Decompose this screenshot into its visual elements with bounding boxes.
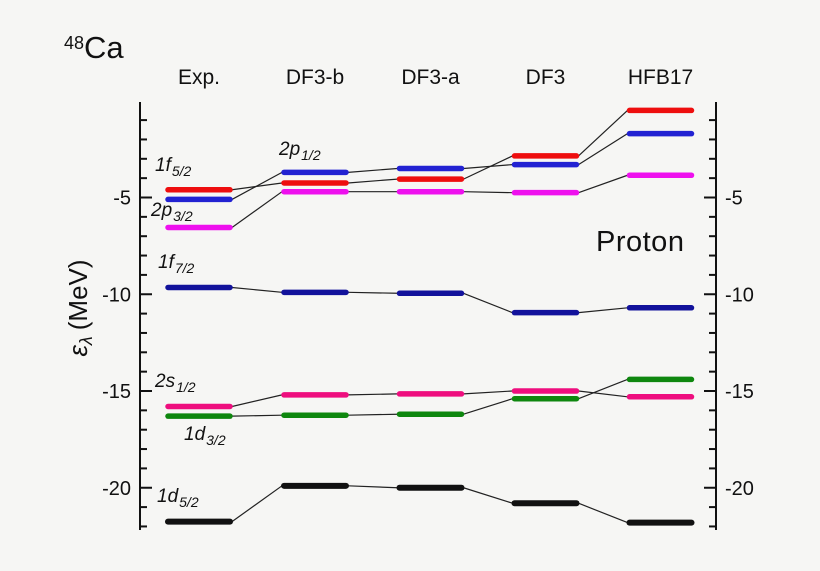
level-connector-1d5/2 <box>231 485 283 523</box>
region-label: Proton <box>596 226 685 258</box>
orbital-label-1f7/2: 1f7/2 <box>158 252 195 276</box>
column-header-exp: Exp. <box>177 66 221 89</box>
level-connector-2p3/2 <box>578 174 628 194</box>
left-axis-tick-label: -5 <box>113 188 131 210</box>
level-connector-2p3/2 <box>463 191 513 194</box>
level-connector-1f5/2 <box>463 155 513 180</box>
orbital-label-subscript: 1/2 <box>176 379 196 395</box>
orbital-label-1d5/2: 1d5/2 <box>157 486 199 510</box>
orbital-label-1d3/2: 1d3/2 <box>184 424 226 448</box>
level-connector-1f5/2 <box>347 178 398 184</box>
column-header-df3-a: DF3-a <box>401 66 460 89</box>
left-axis-tick-label: -20 <box>102 478 131 500</box>
level-connector-1f7/2 <box>347 291 398 294</box>
left-axis-tick-label: -15 <box>102 381 131 403</box>
level-connector-2p1/2 <box>578 133 628 166</box>
orbital-label-main: 1d <box>184 424 206 445</box>
column-header-df3: DF3 <box>525 66 566 89</box>
level-connector-2s1/2 <box>578 390 628 398</box>
column-header-hfb17: HFB17 <box>627 66 694 89</box>
orbital-label-2s1/2: 2s1/2 <box>155 371 196 395</box>
orbital-label-main: 2s <box>155 371 176 392</box>
level-connector-1d3/2 <box>347 413 398 416</box>
left-axis-tick-label: -10 <box>102 284 131 306</box>
level-connector-1f7/2 <box>463 292 513 314</box>
orbital-label-main: 1f <box>155 155 171 176</box>
level-connector-2s1/2 <box>231 394 283 408</box>
level-connector-1f7/2 <box>578 307 628 314</box>
mass-number: 48 <box>64 33 85 53</box>
level-connector-1d5/2 <box>347 485 398 489</box>
orbital-label-main: 1d <box>157 486 179 507</box>
level-connector-2p1/2 <box>347 167 398 173</box>
level-connector-1d3/2 <box>231 414 283 417</box>
element-symbol: Ca <box>84 30 124 65</box>
level-connector-2p3/2 <box>231 191 283 228</box>
level-connector-1d3/2 <box>578 378 628 400</box>
column-header-df3-b: DF3-b <box>285 66 345 89</box>
orbital-label-subscript: 7/2 <box>174 260 195 276</box>
orbital-label-1f5/2: 1f5/2 <box>155 155 192 179</box>
level-connector-2s1/2 <box>463 390 513 395</box>
level-connector-1d5/2 <box>463 487 513 504</box>
level-connector-1f7/2 <box>231 286 283 293</box>
right-axis-tick-label: -5 <box>725 188 743 210</box>
level-connector-1d3/2 <box>463 398 513 415</box>
orbital-label-subscript: 1/2 <box>301 147 321 163</box>
orbital-label-subscript: 5/2 <box>171 163 192 179</box>
level-connector-1d5/2 <box>578 502 628 524</box>
orbital-label-subscript: 5/2 <box>179 494 199 510</box>
level-connector-1f5/2 <box>231 182 283 191</box>
orbital-label-subscript: 3/2 <box>206 432 226 448</box>
level-connector-2p1/2 <box>463 164 513 170</box>
level-connector-2s1/2 <box>347 393 398 396</box>
orbital-label-subscript: 3/2 <box>173 208 193 224</box>
orbital-label-2p1/2: 2p1/2 <box>279 139 321 163</box>
right-axis-tick-label: -20 <box>725 478 754 500</box>
right-axis-tick-label: -10 <box>725 284 754 306</box>
orbital-label-main: 2p <box>279 139 301 160</box>
right-axis-tick-label: -15 <box>725 381 754 403</box>
orbital-label-2p3/2: 2p3/2 <box>151 200 193 224</box>
orbital-label-main: 2p <box>151 200 173 221</box>
orbital-label-main: 1f <box>158 252 174 273</box>
nucleus-title: 48Ca <box>64 30 124 66</box>
level-connector-1f5/2 <box>578 109 628 157</box>
